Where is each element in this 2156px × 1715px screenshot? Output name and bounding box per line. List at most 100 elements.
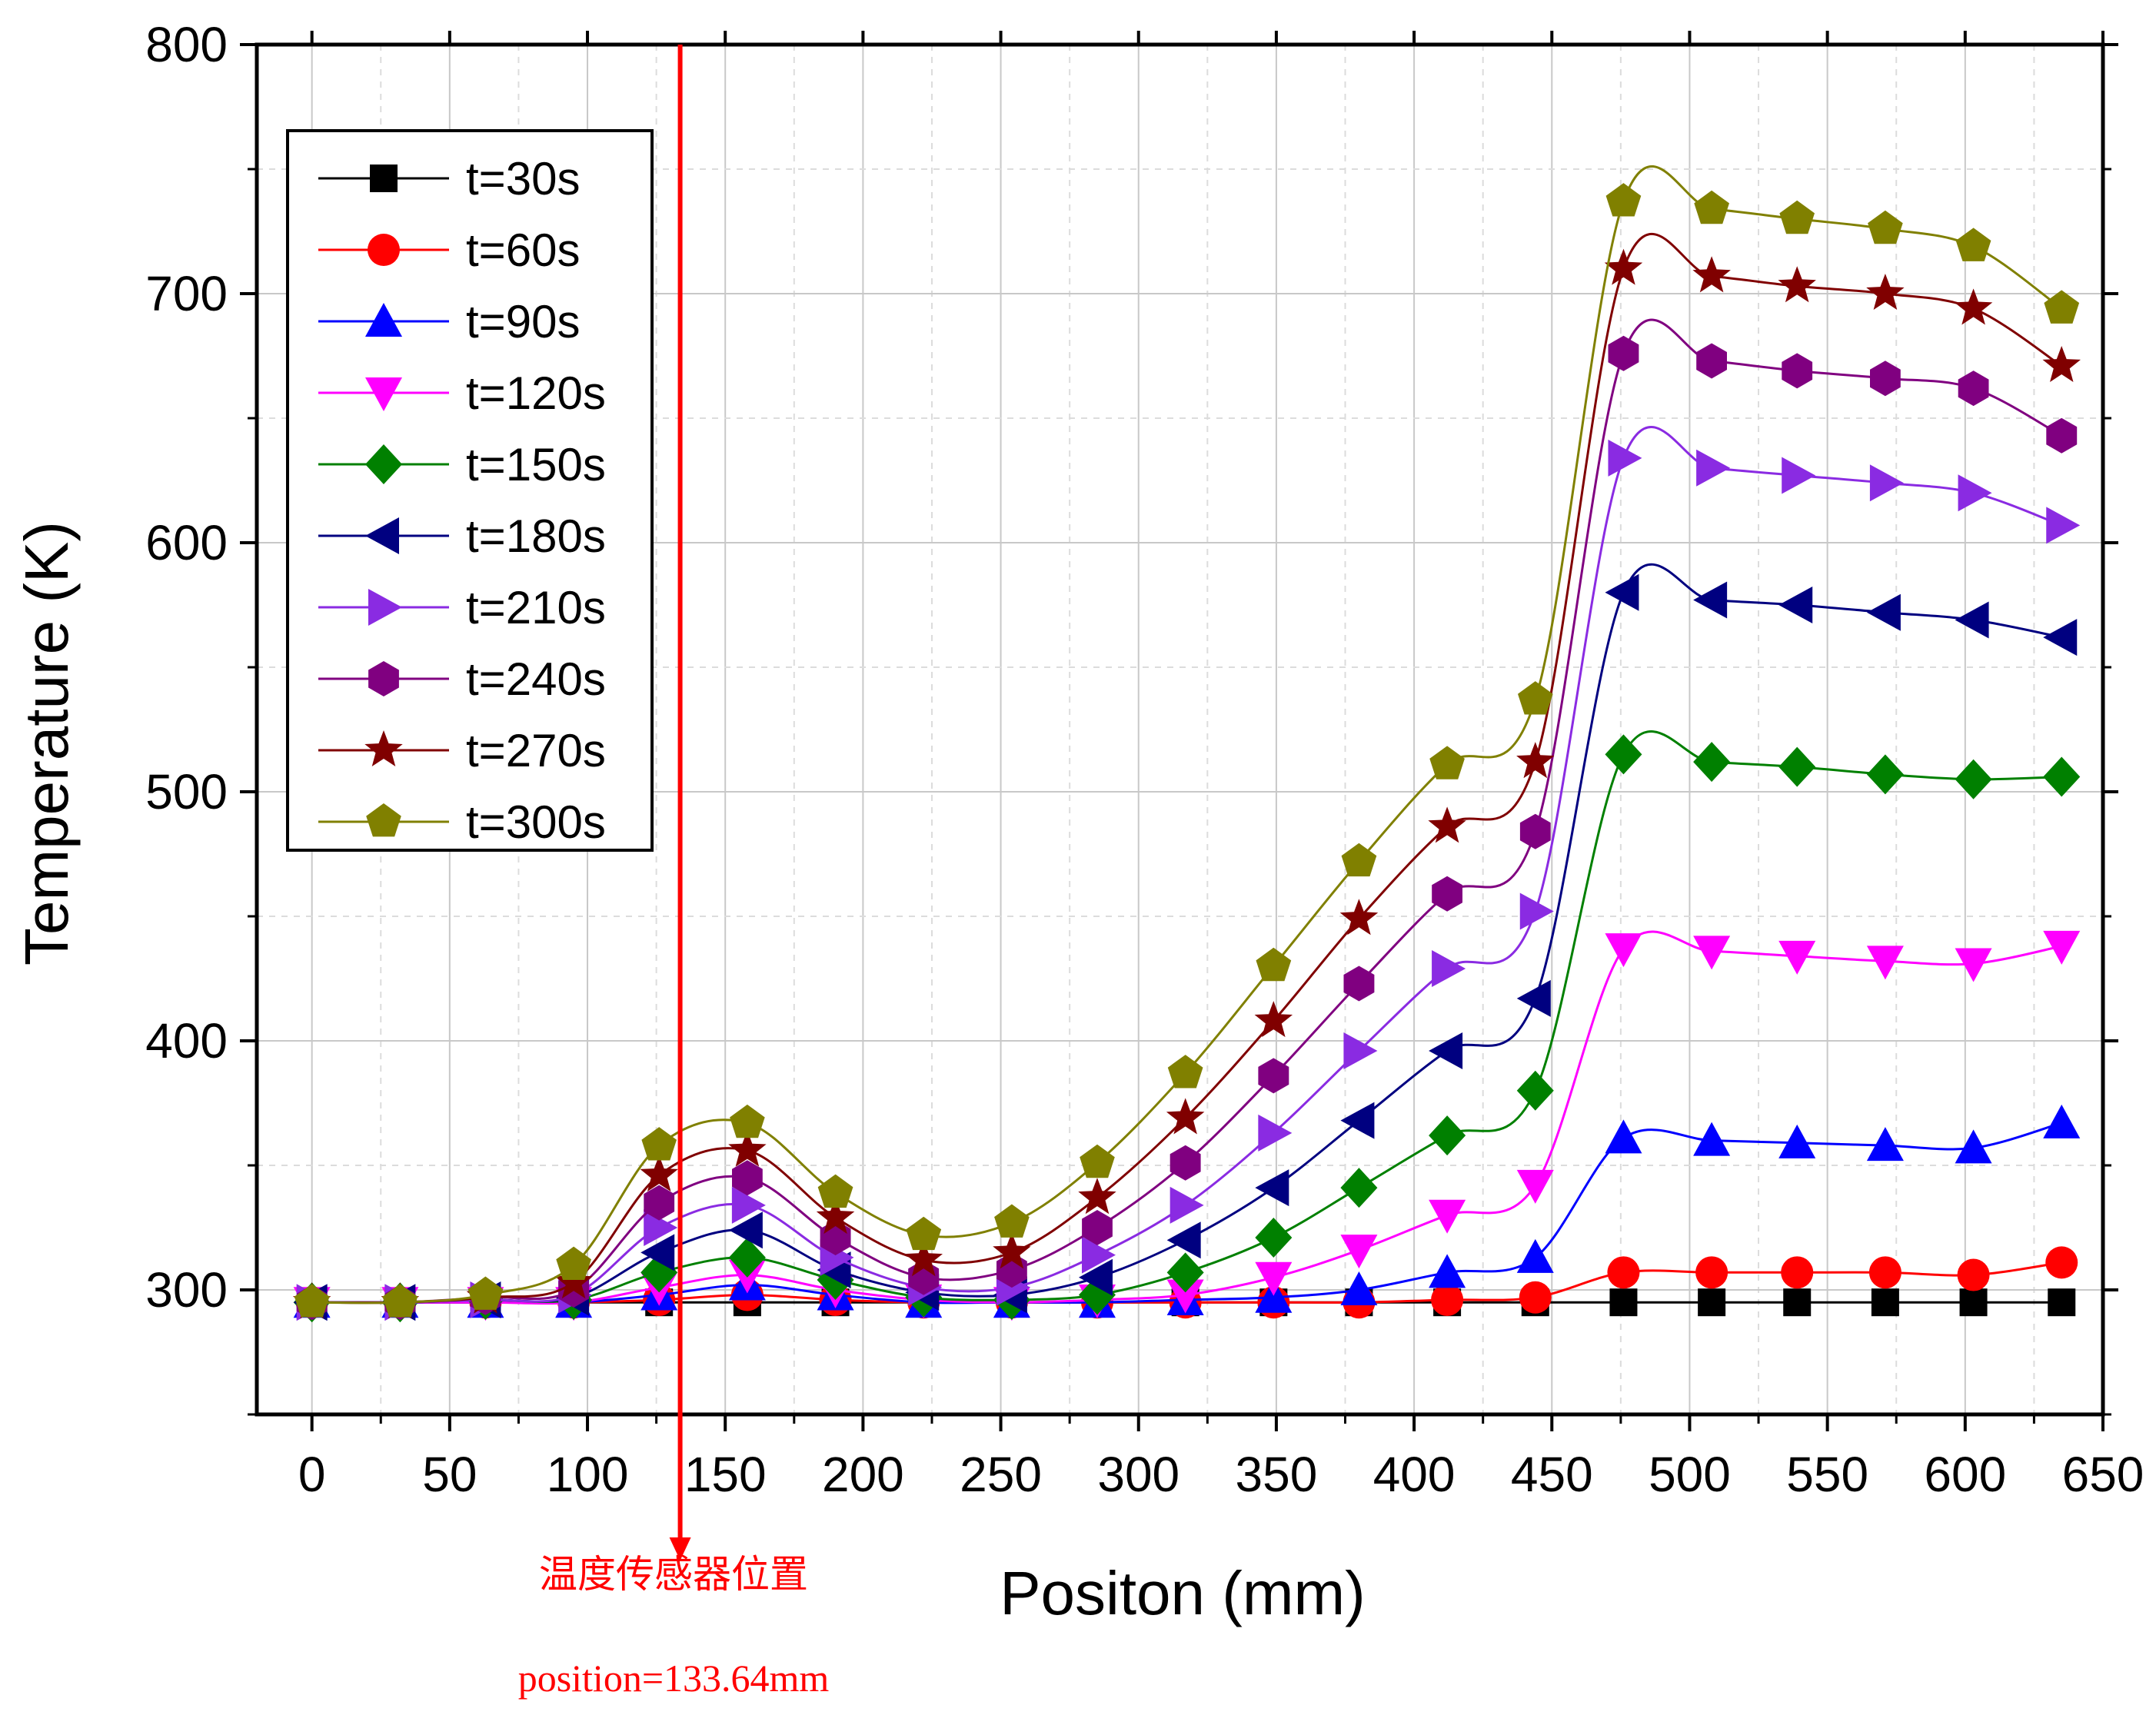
data-point (1432, 950, 1466, 988)
data-point (1866, 946, 1904, 980)
data-point (1866, 1127, 1904, 1162)
legend-marker (365, 377, 402, 411)
data-point (1955, 1129, 1992, 1164)
data-point (1868, 210, 1903, 244)
sensor-arrowhead (669, 1537, 691, 1560)
data-point (1166, 1252, 1204, 1293)
data-point (1866, 274, 1905, 310)
data-point (640, 1155, 678, 1192)
data-point (1778, 940, 1816, 975)
data-point (1778, 587, 1813, 623)
data-point (1605, 183, 1642, 217)
legend-label: t=210s (466, 582, 606, 633)
x-tick-label: 200 (822, 1447, 904, 1502)
y-tick-label: 500 (145, 764, 228, 819)
data-point (1955, 759, 1992, 799)
data-point (1693, 742, 1731, 783)
legend-label: t=120s (466, 367, 606, 419)
data-point (1167, 1055, 1203, 1088)
data-point (1955, 948, 1992, 982)
data-point (1081, 1236, 1116, 1274)
data-point (1166, 1279, 1204, 1314)
x-tick-label: 100 (547, 1447, 629, 1502)
data-point (731, 1186, 766, 1224)
legend-label: t=60s (466, 224, 580, 276)
data-point (1341, 843, 1377, 877)
data-point (1255, 1169, 1289, 1207)
data-point (1078, 1178, 1116, 1215)
data-point (1605, 1119, 1642, 1154)
data-point (2043, 619, 2078, 656)
legend-marker (370, 165, 398, 192)
data-point (1429, 1115, 1466, 1156)
data-point (1693, 581, 1728, 619)
data-point (1957, 1258, 1990, 1291)
x-tick-label: 500 (1649, 1447, 1731, 1502)
data-point (1781, 1256, 1814, 1289)
data-point (1255, 1261, 1293, 1296)
series-layer (292, 165, 2081, 1323)
data-point (382, 1284, 418, 1318)
data-point (728, 1130, 767, 1167)
data-point (644, 1185, 675, 1221)
data-point (1428, 806, 1466, 843)
data-point (1693, 1122, 1731, 1156)
x-tick-label: 250 (960, 1447, 1042, 1502)
data-point (1340, 1235, 1378, 1269)
legend-marker (364, 730, 403, 766)
data-point (728, 1211, 763, 1249)
data-point (554, 1262, 593, 1299)
series-t300s (294, 165, 2080, 1318)
x-tick-label: 150 (684, 1447, 767, 1502)
y-tick-label: 800 (145, 17, 228, 72)
axes: 0 50 100 150 200 250 300 350 400 450 500 550 600 650 3… (145, 17, 2144, 1502)
y-tick-label: 700 (145, 266, 228, 321)
data-point (1432, 876, 1462, 912)
legend-marker (366, 803, 401, 837)
legend-label: t=270s (466, 725, 606, 776)
data-point (730, 1104, 765, 1138)
data-point (1254, 1001, 1293, 1038)
data-point (1778, 266, 1816, 303)
legend-item: t=120s (318, 367, 606, 419)
legend-marker (365, 517, 399, 554)
data-point (1869, 464, 1904, 502)
data-point (2043, 1104, 2081, 1138)
y-tick-label: 300 (145, 1262, 228, 1318)
legend-label: t=30s (466, 153, 580, 204)
x-tick-label: 0 (298, 1447, 326, 1502)
legend-label: t=90s (466, 296, 580, 347)
legend-marker (368, 661, 399, 696)
data-point (1166, 1098, 1205, 1135)
data-point (1340, 1168, 1378, 1208)
data-point (1958, 474, 1992, 512)
data-point (1605, 933, 1642, 968)
data-point (1080, 1144, 1115, 1178)
sensor-annotation: 温度传感器位置 position=133.64mm (518, 45, 830, 1700)
legend-label: t=150s (466, 439, 606, 490)
data-point (1604, 248, 1643, 285)
data-point (732, 1160, 763, 1196)
data-point (467, 1276, 504, 1310)
data-point (1516, 1169, 1554, 1204)
data-point (2046, 507, 2081, 544)
data-point (994, 1204, 1030, 1238)
data-point (1698, 1288, 1726, 1317)
x-tick-label: 350 (1236, 1447, 1318, 1502)
x-tick-label: 650 (2062, 1447, 2144, 1502)
data-point (1778, 746, 1816, 787)
sensor-position-label: position=133.64mm (518, 1657, 830, 1700)
data-point (1871, 1288, 1899, 1317)
data-point (1516, 742, 1555, 779)
y-tick-label: 600 (145, 515, 228, 570)
data-point (1343, 1032, 1378, 1069)
data-point (1340, 1102, 1375, 1139)
data-point (993, 1232, 1031, 1269)
legend-marker (365, 444, 402, 484)
series-line (311, 1122, 2062, 1305)
data-point (640, 1234, 675, 1271)
legend-item: t=90s (318, 296, 580, 347)
data-point (1429, 1199, 1466, 1234)
x-tick-label: 550 (1786, 1447, 1868, 1502)
